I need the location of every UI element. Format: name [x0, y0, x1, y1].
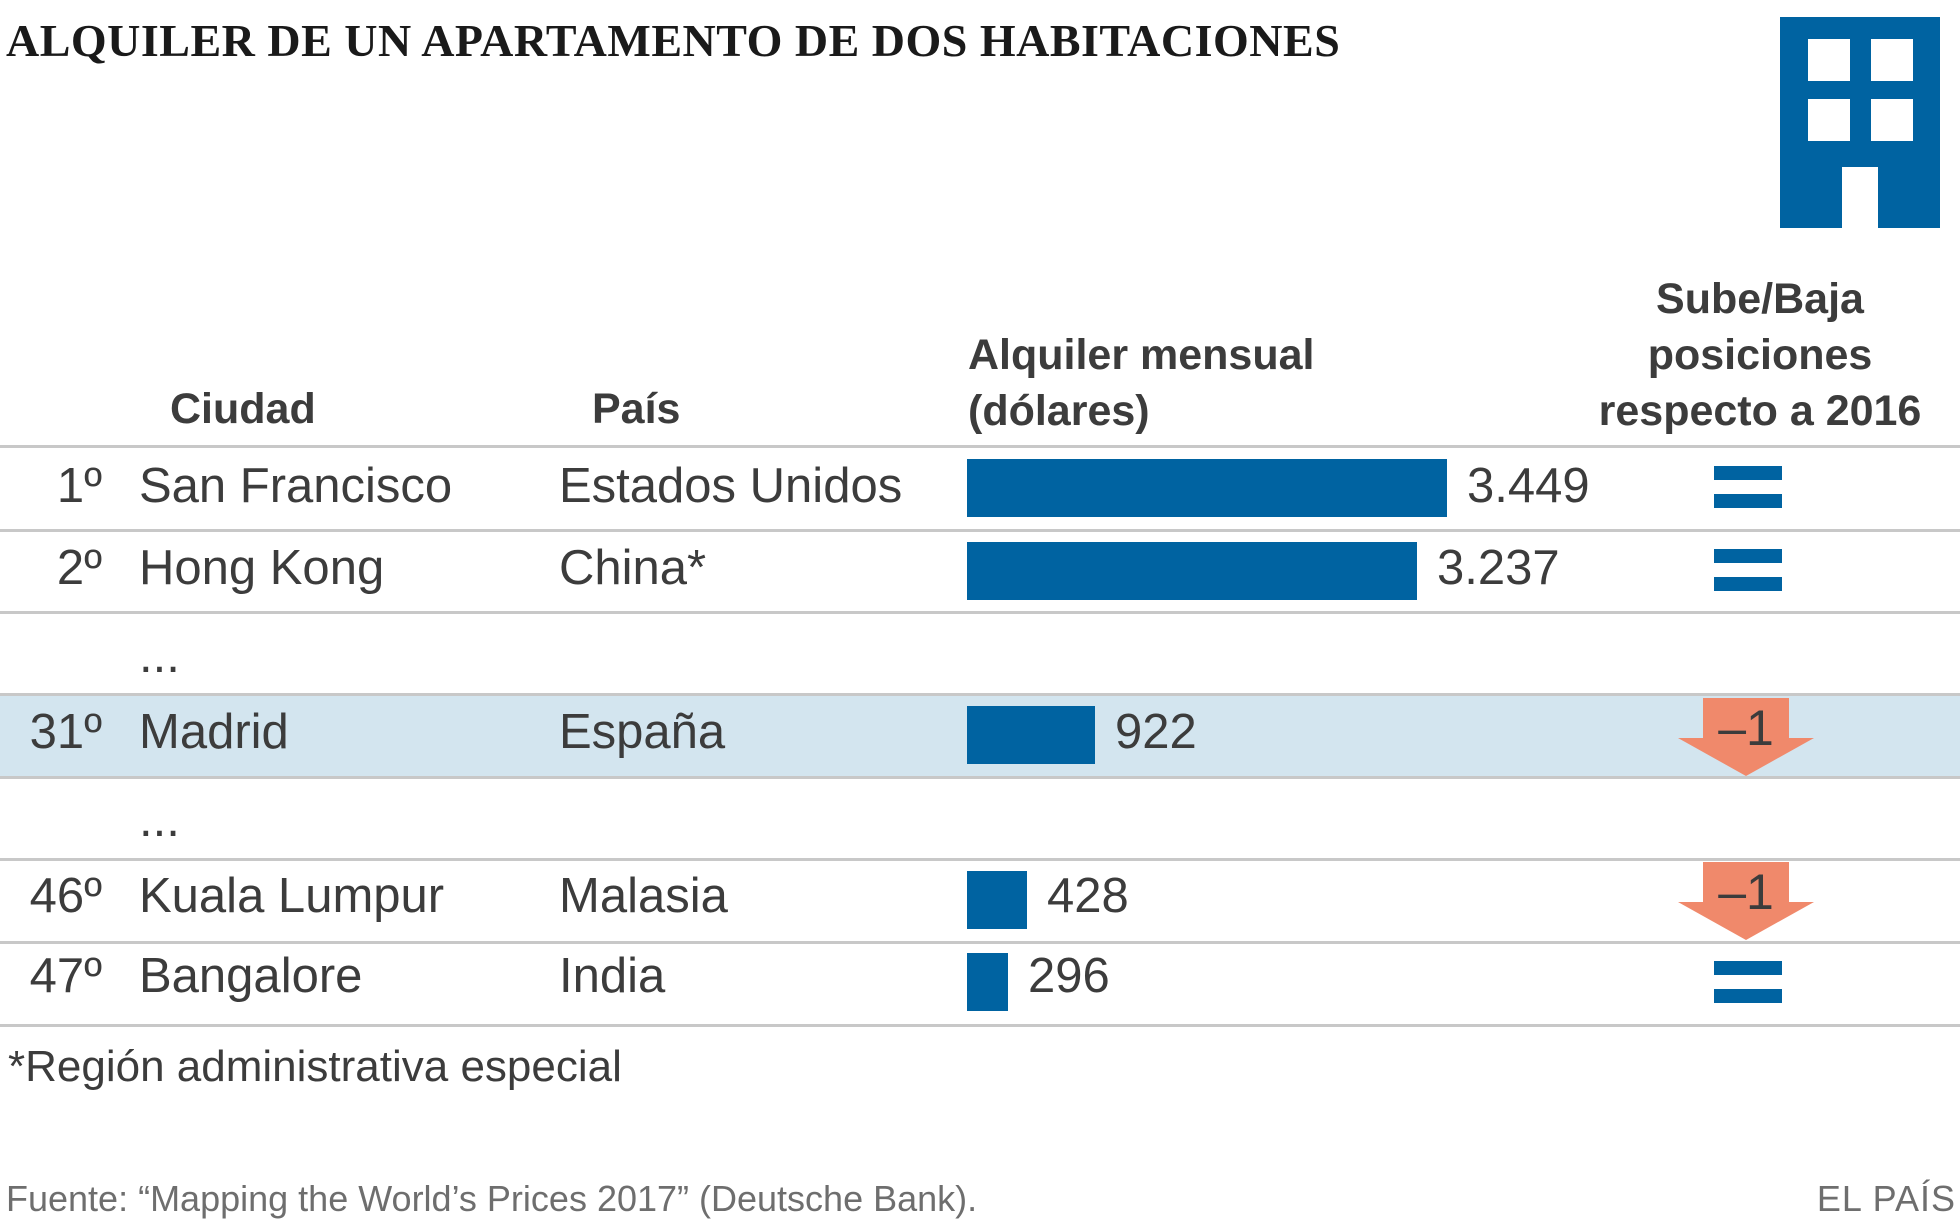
column-header-sube-line1: Sube/Baja: [1656, 275, 1864, 323]
equal-icon: [1714, 961, 1782, 1005]
column-header-alquiler-line2: (dólares): [968, 387, 1150, 435]
rank-label: 47º: [29, 949, 102, 1003]
ellipsis: ...: [139, 629, 180, 683]
table-rule: [0, 611, 1960, 614]
building-icon: [1780, 17, 1940, 228]
down-arrow-icon: –1: [1678, 862, 1814, 940]
rank-label: 31º: [29, 705, 102, 759]
value-label: 428: [1047, 869, 1129, 923]
change-label: –1: [1718, 864, 1774, 920]
column-header-alquiler-line1: Alquiler mensual: [968, 331, 1315, 379]
table-rule: [0, 529, 1960, 532]
rank-label: 46º: [29, 869, 102, 923]
country-label: Malasia: [559, 869, 728, 923]
table-rule: [0, 776, 1960, 779]
country-label: Estados Unidos: [559, 459, 903, 513]
value-label: 3.237: [1437, 541, 1560, 595]
down-arrow-shape: [1678, 862, 1814, 940]
bar: [967, 542, 1417, 600]
city-label: Bangalore: [139, 949, 363, 1003]
table-rule: [0, 1024, 1960, 1027]
rank-label: 1º: [56, 459, 102, 513]
footnote: *Región administrativa especial: [8, 1042, 622, 1091]
brand-logo: EL PAÍS: [1816, 1178, 1956, 1219]
table-rule: [0, 941, 1960, 944]
bar: [967, 706, 1095, 764]
equal-icon: [1714, 549, 1782, 593]
column-header-sube-line3: respecto a 2016: [1598, 387, 1922, 435]
city-label: Kuala Lumpur: [139, 869, 445, 923]
column-header-sube-baja: Sube/Baja posiciones respecto a 2016: [1570, 271, 1950, 439]
bar: [967, 871, 1027, 929]
country-label: China*: [559, 541, 707, 595]
change-label: –1: [1718, 700, 1774, 756]
value-label: 296: [1028, 949, 1110, 1003]
table-rule: [0, 445, 1960, 448]
source-note: Fuente: “Mapping the World’s Prices 2017…: [6, 1178, 978, 1219]
down-arrow-shape: [1678, 698, 1814, 776]
chart-title: ALQUILER DE UN APARTAMENTO DE DOS HABITA…: [6, 15, 1341, 66]
column-header-alquiler: Alquiler mensual (dólares): [968, 327, 1314, 439]
country-label: España: [559, 705, 726, 759]
city-label: Hong Kong: [139, 541, 385, 595]
bar: [967, 953, 1008, 1011]
column-header-ciudad: Ciudad: [170, 385, 316, 433]
bar: [967, 459, 1447, 517]
city-label: Madrid: [139, 705, 289, 759]
rank-label: 2º: [56, 541, 102, 595]
column-header-sube-line2: posiciones: [1647, 331, 1873, 379]
table-rule: [0, 693, 1960, 696]
country-label: India: [559, 949, 666, 1003]
city-label: San Francisco: [139, 459, 453, 513]
value-label: 3.449: [1467, 459, 1590, 513]
column-header-pais: País: [592, 385, 681, 433]
equal-icon: [1714, 466, 1782, 510]
table-rule: [0, 858, 1960, 861]
value-label: 922: [1115, 705, 1197, 759]
ellipsis: ...: [139, 793, 180, 847]
down-arrow-icon: –1: [1678, 698, 1814, 776]
